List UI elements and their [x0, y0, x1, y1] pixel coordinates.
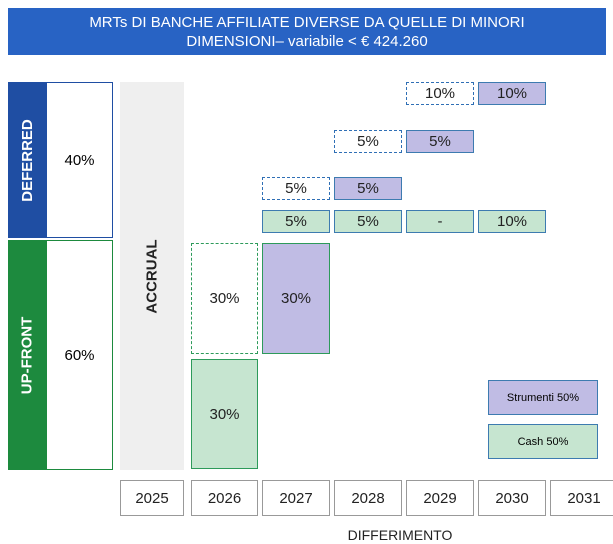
- title-line: MRTs DI BANCHE AFFILIATE DIVERSE DA QUEL…: [89, 13, 525, 31]
- title-line: DIMENSIONI– variabile < € 424.260: [186, 32, 428, 50]
- deferred-share: 40%: [46, 82, 113, 238]
- payout-box: -: [406, 210, 474, 233]
- accrual-label: ACCRUAL: [143, 238, 161, 314]
- year-cell: 2027: [262, 480, 330, 516]
- payout-box: 10%: [478, 82, 546, 105]
- year-cell: 2031: [550, 480, 613, 516]
- payout-box: 30%: [191, 243, 258, 354]
- axis-label: DIFFERIMENTO: [347, 527, 453, 543]
- payout-box: 5%: [262, 210, 330, 233]
- payout-box: 5%: [406, 130, 474, 153]
- share-label: 40%: [64, 151, 95, 169]
- payout-box: 10%: [406, 82, 474, 105]
- payout-box: 5%: [334, 210, 402, 233]
- payout-box: 10%: [478, 210, 546, 233]
- legend-cash: Cash 50%: [488, 424, 598, 459]
- legend-strumenti: Strumenti 50%: [488, 380, 598, 415]
- year-cell: 2028: [334, 480, 402, 516]
- payout-box: 5%: [334, 130, 402, 153]
- share-label: 60%: [64, 346, 95, 364]
- section-label: UP-FRONT: [18, 316, 36, 394]
- payout-box: 5%: [262, 177, 330, 200]
- payout-box: 5%: [334, 177, 402, 200]
- header: MRTs DI BANCHE AFFILIATE DIVERSE DA QUEL…: [8, 8, 606, 55]
- year-cell: 2025: [120, 480, 184, 516]
- section-label: DEFERRED: [18, 118, 36, 202]
- year-cell: 2029: [406, 480, 474, 516]
- deferred-bar: DEFERRED: [8, 82, 46, 238]
- accrual-column: ACCRUAL: [120, 82, 184, 470]
- payout-box: 30%: [191, 359, 258, 469]
- year-cell: 2026: [191, 480, 258, 516]
- payout-box: 30%: [262, 243, 330, 354]
- year-cell: 2030: [478, 480, 546, 516]
- upfront-share: 60%: [46, 240, 113, 470]
- upfront-bar: UP-FRONT: [8, 240, 46, 470]
